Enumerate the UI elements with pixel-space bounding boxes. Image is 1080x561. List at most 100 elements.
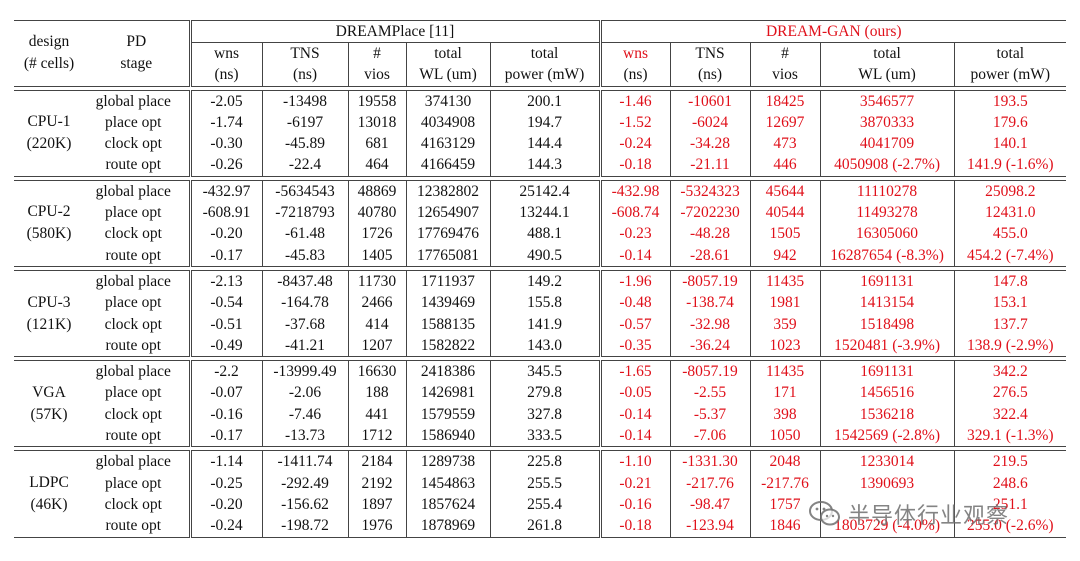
baseline-value-cell: -0.54 bbox=[190, 292, 263, 314]
baseline-value-cell: 17765081 bbox=[406, 244, 491, 267]
ours-value-cell: 18425 bbox=[750, 90, 821, 112]
stage-cell: global place bbox=[84, 270, 192, 293]
baseline-col-vios: # bbox=[348, 42, 407, 65]
ours-value-cell: -7.06 bbox=[670, 425, 751, 447]
baseline-value-cell: 490.5 bbox=[490, 244, 602, 267]
ours-value-cell: 359 bbox=[750, 313, 821, 335]
group-separator bbox=[14, 85, 1067, 91]
table-row: CPU-2 (580K) global place -432.97 -5634543 48… bbox=[14, 180, 1066, 242]
ours-value-cell: 329.1 (-1.3%) bbox=[967, 427, 1054, 445]
baseline-col-tns-unit: (ns) bbox=[262, 64, 349, 87]
ours-col-power-unit: power (mW) bbox=[970, 66, 1051, 84]
baseline-value-cell: 2418386 bbox=[406, 360, 491, 383]
baseline-value-cell: 1586940 bbox=[406, 425, 491, 447]
baseline-value-cell: -0.07 bbox=[190, 382, 263, 404]
baseline-value-cell: 1439469 bbox=[406, 292, 491, 314]
ours-value-cell: 398 bbox=[750, 403, 821, 426]
ours-col-wl: total bbox=[820, 42, 955, 65]
ours-value-cell: -8057.19 bbox=[670, 270, 751, 293]
ours-value-cell: 153.1 bbox=[992, 294, 1028, 312]
baseline-value-cell: -0.51 bbox=[190, 313, 263, 335]
header-row-2: wns TNS # total total wns TNS # total to… bbox=[14, 42, 1066, 65]
baseline-value-cell: 4166459 bbox=[406, 154, 491, 177]
baseline-value-cell: 255.5 bbox=[490, 472, 602, 494]
ours-value-cell: 3546577 bbox=[820, 90, 955, 112]
ours-value-cell: -0.35 bbox=[600, 334, 671, 357]
baseline-value-cell: 1976 bbox=[348, 515, 407, 538]
ours-col-wns: wns bbox=[600, 42, 671, 65]
design-cell: CPU-3 (121K) bbox=[14, 270, 84, 356]
baseline-value-cell: 2466 bbox=[348, 292, 407, 314]
design-cell-count: (580K) bbox=[26, 225, 72, 243]
baseline-value-cell: -608.91 bbox=[190, 202, 263, 224]
ours-value-cell: 1536218 bbox=[820, 403, 955, 426]
ours-value-cell: -123.94 bbox=[670, 515, 751, 538]
header-row-3: (ns) (ns) vios WL (um) power (mW) (ns) (… bbox=[14, 64, 1066, 87]
baseline-value-cell: 345.5 bbox=[490, 360, 602, 383]
baseline-value-cell: -1.74 bbox=[190, 111, 263, 134]
baseline-value-cell: -7.46 bbox=[262, 403, 349, 426]
table-row: LDPC (46K) global place -1.14 -1411.74 2184 12… bbox=[14, 450, 1066, 538]
ours-value-cell: -1331.30 bbox=[670, 450, 751, 473]
design-name: CPU-1 bbox=[27, 113, 71, 131]
baseline-value-cell: -0.16 bbox=[190, 403, 263, 426]
ours-value-cell: -28.61 bbox=[670, 244, 751, 267]
baseline-value-cell: -292.49 bbox=[262, 472, 349, 494]
baseline-value-cell: 155.8 bbox=[490, 292, 602, 314]
stage-cell: route opt bbox=[84, 515, 192, 538]
stage-cell: global place bbox=[84, 90, 192, 112]
table-row: route opt -0.49 -41.21 1207 1582822 143.0 -0.3… bbox=[14, 334, 1066, 357]
ours-value-cell: -34.28 bbox=[670, 133, 751, 155]
ours-value-cell: 342.2 bbox=[992, 363, 1028, 381]
baseline-value-cell: 13018 bbox=[348, 111, 407, 134]
ours-value-cell: -8057.19 bbox=[670, 360, 751, 383]
group-separator bbox=[14, 356, 1067, 362]
stage-cell: global place bbox=[84, 450, 192, 473]
ours-col-wl-unit: WL (um) bbox=[820, 64, 955, 87]
ours-value-cell: 16287654 (-8.3%) bbox=[820, 244, 955, 267]
design-header: design (# cells) bbox=[14, 20, 84, 87]
baseline-value-cell: -0.17 bbox=[190, 244, 263, 267]
baseline-value-cell: 200.1 bbox=[490, 90, 602, 112]
baseline-value-cell: -198.72 bbox=[262, 515, 349, 538]
baseline-value-cell: -2.05 bbox=[190, 90, 263, 112]
ours-value-cell: 1803729 (-4.0%) bbox=[820, 515, 955, 538]
design-header-label: design bbox=[28, 33, 70, 50]
baseline-value-cell: 143.0 bbox=[490, 334, 602, 357]
ours-value-cell: 11110278 bbox=[820, 180, 955, 203]
ours-value-cell: -217.76 bbox=[750, 472, 821, 494]
design-cell: CPU-1 (220K) bbox=[14, 90, 84, 176]
results-table: design (# cells) PD stage DREAMPlace [11… bbox=[14, 20, 1067, 538]
design-name: CPU-2 bbox=[27, 203, 71, 221]
table-row: CPU-3 (121K) global place -2.13 -8437.48 1173… bbox=[14, 270, 1066, 333]
baseline-value-cell: 1207 bbox=[348, 334, 407, 357]
ours-value-cell: -217.76 bbox=[670, 472, 751, 494]
baseline-value-cell: 1579559 bbox=[406, 403, 491, 426]
table-row: CPU-1 (220K) global place -2.05 -13498 19558 3… bbox=[14, 90, 1066, 152]
baseline-col-wns-unit: (ns) bbox=[190, 64, 263, 87]
table-row: route opt -0.17 -45.83 1405 17765081 490.5 -0.… bbox=[14, 244, 1066, 267]
stage-cell: place opt bbox=[84, 472, 192, 494]
ours-col-tns: TNS bbox=[670, 42, 751, 65]
ours-col-power: total bbox=[996, 45, 1025, 62]
stage-header-label: PD bbox=[126, 33, 147, 50]
stage-cell: place opt bbox=[84, 202, 192, 224]
ours-value-cell: -0.14 bbox=[600, 425, 671, 447]
ours-value-cell bbox=[820, 493, 955, 516]
ours-value-cell: 12431.0 bbox=[985, 204, 1036, 222]
ours-value-cell: 179.6 bbox=[992, 113, 1028, 131]
baseline-value-cell: 333.5 bbox=[490, 425, 602, 447]
design-name: CPU-3 bbox=[27, 293, 71, 311]
ours-value-cell: 1505 bbox=[750, 223, 821, 245]
ours-value-cell: 1846 bbox=[750, 515, 821, 538]
baseline-value-cell: 17769476 bbox=[406, 223, 491, 245]
ours-value-cell: -0.16 bbox=[600, 493, 671, 516]
baseline-value-cell: 2184 bbox=[348, 450, 407, 473]
ours-value-cell: 11435 bbox=[750, 270, 821, 293]
baseline-value-cell: 194.7 bbox=[490, 111, 602, 134]
group-separator bbox=[14, 446, 1067, 452]
stage-cell: clock opt bbox=[84, 223, 192, 245]
baseline-value-cell: -6197 bbox=[262, 111, 349, 134]
table-row: route opt -0.17 -13.73 1712 1586940 333.5 -0.1… bbox=[14, 425, 1066, 447]
stage-cell: place opt bbox=[84, 382, 192, 404]
